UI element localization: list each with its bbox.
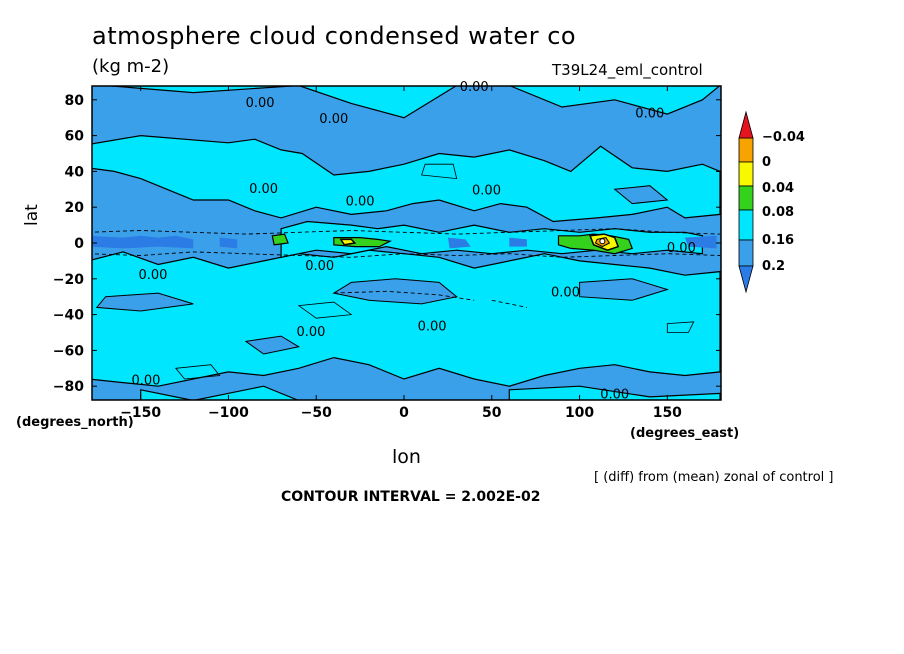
contour-region [92,134,721,223]
y-tick-label: 20 [65,200,85,216]
contour-line [175,364,221,380]
x-axis-units: (degrees_east) [630,426,740,441]
contour-label: 0.00 [418,320,447,335]
contour-region [92,235,194,249]
dashed-contour [491,299,527,308]
contour-line [421,163,458,180]
contour-region [599,238,606,245]
diff-note: [ (diff) from (mean) zonal of control ] [594,470,834,485]
colorbar-segment [738,239,754,267]
colorbar-segment [738,209,754,241]
contour-region [271,233,289,246]
contour-region [92,249,721,387]
colorbar-segment [738,137,754,163]
y-tick-label: −80 [53,379,84,395]
contour-region [219,237,238,249]
contour-region [95,292,194,312]
contour-label: 0.00 [246,96,275,111]
contour-region [579,278,670,301]
colorbar-label: 0.16 [762,233,794,248]
contour-line [666,321,695,333]
dashed-contour [92,228,721,235]
contour-label: 0.00 [551,286,580,301]
contour-region [332,278,458,305]
contour-label: 0.00 [305,259,334,274]
y-tick-label: 80 [65,93,85,109]
colorbar-label: 0 [762,155,771,170]
y-tick-label: −20 [53,272,84,288]
contour-region [339,238,357,246]
colorbar-arrow-bottom [738,265,754,294]
y-axis-units: (degrees_north) [16,415,134,430]
contour-label: 0.00 [635,107,664,122]
contour-label: 0.00 [131,373,160,388]
contour-label: 0.00 [472,184,501,199]
y-tick-label: −60 [53,343,84,359]
contour-label: 0.00 [346,194,375,209]
x-tick-label: 0 [399,405,409,421]
contour-region [613,185,669,205]
colorbar-arrow-top [738,110,754,139]
x-tick-label: 100 [565,405,594,421]
colorbar-label: 0.04 [762,181,794,196]
contour-label: 0.00 [460,80,489,95]
x-axis-label: lon [392,446,421,468]
dashed-contour [333,290,475,301]
y-tick-label: 0 [74,236,84,252]
contour-region [105,86,458,119]
contour-region [684,235,717,249]
contour-region [244,335,301,355]
contour-label: 0.00 [667,241,696,256]
y-axis-label: lat [22,204,42,226]
contour-region [447,237,471,249]
x-tick-label: −50 [301,405,332,421]
contour-region [509,237,527,247]
colorbar-segment [738,185,754,211]
contour-label: 0.00 [296,325,325,340]
chart-units: (kg m-2) [92,56,170,77]
colorbar-segment [738,161,754,187]
contour-label: 0.00 [600,388,629,403]
contour-label: 0.00 [319,112,348,127]
contour-label: 0.00 [249,182,278,197]
run-name: T39L24_eml_control [552,61,703,79]
colorbar-label: 0.08 [762,205,794,220]
contour-label: 0.00 [138,268,167,283]
x-tick-label: 150 [653,405,682,421]
y-tick-label: 60 [65,129,85,145]
colorbar-label: 0.2 [762,259,785,274]
contour-region [509,86,721,115]
chart-title: atmosphere cloud condensed water co [92,22,577,50]
contour-interval: CONTOUR INTERVAL = 2.002E-02 [281,489,541,505]
dashed-contour [92,251,721,258]
y-tick-label: −40 [53,308,84,324]
colorbar-label: −0.04 [762,130,805,145]
y-tick-label: 40 [65,164,85,180]
contour-line [297,301,353,319]
x-tick-label: −100 [208,405,249,421]
x-tick-label: 50 [482,405,502,421]
x-tick-label: −150 [120,405,161,421]
